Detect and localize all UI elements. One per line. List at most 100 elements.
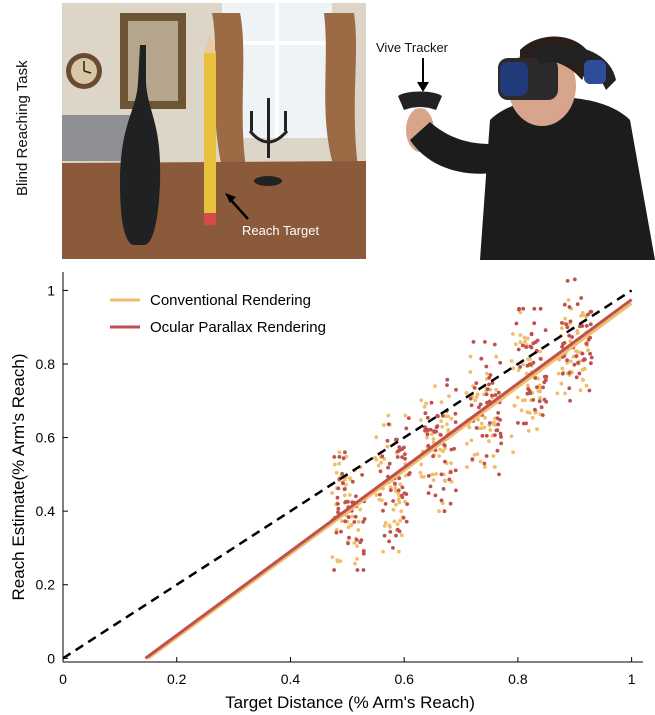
ocular-point <box>336 506 341 511</box>
ocular-point <box>579 296 584 300</box>
ocular-point <box>572 277 577 282</box>
conventional-point <box>581 378 585 382</box>
conventional-point <box>518 333 523 337</box>
conventional-point <box>533 411 538 415</box>
conventional-point <box>525 410 530 414</box>
ocular-point <box>442 509 447 514</box>
conventional-point <box>396 497 401 502</box>
ocular-point <box>391 546 395 550</box>
y-axis-label: Reach Estimate(% Arm's Reach) <box>9 354 28 601</box>
ocular-point <box>341 481 345 486</box>
ocular-point <box>492 342 497 347</box>
conventional-point <box>330 555 335 560</box>
conventional-point <box>382 423 386 427</box>
conventional-point <box>344 482 348 487</box>
conventional-point <box>526 429 531 433</box>
conventional-point <box>445 422 449 427</box>
ocular-point <box>336 486 341 491</box>
chart-axes: 0 0.2 0.4 0.6 0.8 1 0 0.2 0.4 0.6 0.8 1 <box>36 272 643 687</box>
conventional-point <box>332 462 337 467</box>
conventional-point <box>382 457 387 461</box>
ocular-point <box>425 432 430 437</box>
ocular-point <box>532 306 537 311</box>
conventional-point <box>478 459 483 464</box>
y-tick-label: 0.2 <box>36 577 56 593</box>
ocular-point <box>403 456 407 461</box>
conventional-point <box>475 452 480 457</box>
x-tick-label: 0 <box>59 671 67 687</box>
conventional-point <box>422 405 427 409</box>
conventional-point <box>382 524 387 528</box>
ocular-point <box>488 373 493 377</box>
conventional-point <box>434 472 438 476</box>
ocular-point <box>346 515 351 519</box>
ocular-point <box>350 479 355 484</box>
legend-label-conventional: Conventional Rendering <box>150 292 311 309</box>
conventional-point <box>348 493 352 497</box>
ocular-point <box>589 361 593 366</box>
ocular-point <box>578 324 582 329</box>
conventional-point <box>519 408 524 413</box>
ocular-point <box>484 433 489 438</box>
ocular-point <box>378 469 383 474</box>
conventional-point <box>418 470 423 475</box>
ocular-point <box>537 399 542 404</box>
ocular-point <box>469 403 474 408</box>
conventional-point <box>355 544 359 548</box>
conventional-point <box>521 362 525 367</box>
ocular-point <box>431 454 435 459</box>
ocular-point <box>531 398 536 402</box>
ocular-point <box>452 446 456 451</box>
conventional-point <box>566 298 571 302</box>
conventional-point <box>418 418 423 422</box>
ocular-point <box>362 517 367 521</box>
conventional-point <box>392 519 397 524</box>
conventional-point <box>353 561 357 566</box>
ocular-point <box>560 344 564 349</box>
conventional-point <box>538 349 543 354</box>
vr-scene-image: Reach Target <box>62 3 366 259</box>
ocular-point <box>454 387 458 392</box>
conventional-point <box>518 310 523 315</box>
ocular-point <box>567 371 572 375</box>
conventional-point <box>419 398 424 403</box>
ocular-point <box>487 382 491 387</box>
ocular-point <box>576 360 580 365</box>
conventional-point <box>430 432 434 437</box>
conventional-point <box>516 368 521 373</box>
ocular-point <box>361 520 366 524</box>
ocular-point <box>568 398 572 403</box>
ocular-point <box>337 455 342 459</box>
ocular-point <box>400 455 404 459</box>
ocular-point <box>538 356 543 361</box>
ocular-point <box>343 450 347 455</box>
ocular-point <box>441 487 446 491</box>
conventional-point <box>586 348 590 353</box>
ocular-point <box>532 321 537 326</box>
ocular-point <box>428 484 433 489</box>
conventional-point <box>493 465 497 469</box>
ocular-point <box>432 429 436 434</box>
conventional-point <box>348 477 353 482</box>
ocular-point <box>483 340 487 344</box>
ocular-point <box>438 433 443 437</box>
ocular-point <box>582 357 587 361</box>
conventional-point <box>403 499 407 504</box>
ocular-point <box>485 387 490 391</box>
ocular-point <box>343 500 348 504</box>
conventional-point <box>395 522 400 526</box>
conventional-point <box>355 557 359 561</box>
conventional-point <box>396 549 401 554</box>
ocular-point <box>560 371 565 376</box>
ocular-point <box>433 493 438 498</box>
ocular-point <box>453 468 458 473</box>
conventional-point <box>560 366 565 371</box>
ocular-point <box>586 337 591 342</box>
ocular-point <box>521 421 526 426</box>
ocular-point <box>533 376 538 380</box>
conventional-point <box>465 441 469 446</box>
ocular-point <box>453 420 458 424</box>
conventional-point <box>523 398 527 402</box>
ocular-point <box>525 391 530 396</box>
ocular-point <box>490 381 495 385</box>
